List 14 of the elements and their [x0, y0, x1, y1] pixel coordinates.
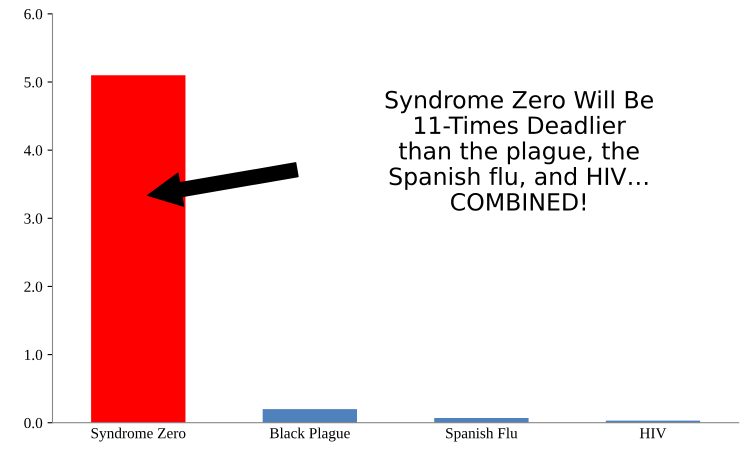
y-tick-label: 5.0 [24, 77, 42, 88]
y-tick-label: 6.0 [24, 9, 42, 20]
bar [262, 409, 358, 423]
x-tick-label: Black Plague [270, 428, 350, 442]
y-tick-label: 0.0 [24, 418, 42, 428]
x-tick-label: HIV [640, 428, 666, 438]
annotation: Syndrome Zero Will Be 11-Times Deadlier than the plague, the Spanish flu, and HIV… COMBINED! [386, 90, 653, 211]
y-tick-label: 2.0 [24, 282, 42, 292]
y-tick-label: 3.0 [24, 213, 42, 224]
y-tick-label: 1.0 [25, 350, 42, 360]
x-tick-label: Syndrome Zero [92, 428, 186, 442]
bar [91, 75, 186, 423]
x-tick-label: Spanish Flu [446, 428, 518, 442]
y-tick-label: 4.0 [24, 145, 42, 156]
